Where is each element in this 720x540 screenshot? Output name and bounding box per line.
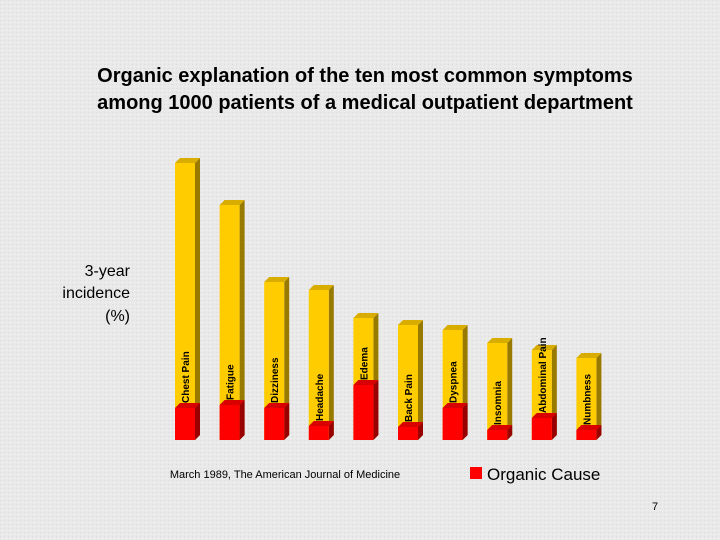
organic-bar — [353, 380, 379, 440]
organic-bar-top — [353, 380, 379, 385]
bar-front — [576, 358, 597, 440]
bar-front — [398, 325, 418, 440]
organic-bar — [442, 403, 468, 440]
organic-bar-front — [576, 430, 597, 440]
organic-bar-side — [284, 403, 290, 440]
y-label: 3-year — [85, 263, 131, 280]
bar-front — [219, 205, 240, 440]
organic-bar-front — [531, 418, 552, 440]
bar-top — [398, 320, 423, 325]
bar-front — [308, 290, 329, 440]
bar-side — [507, 338, 513, 440]
category-label: Insomnia — [493, 381, 504, 425]
category-label: Back Pain — [404, 374, 415, 422]
legend-swatch — [470, 467, 482, 479]
y-label: (%) — [105, 308, 130, 325]
bar-side — [239, 200, 245, 440]
bar-top — [264, 277, 290, 282]
bar-top — [308, 285, 334, 290]
bar-side — [418, 320, 423, 440]
page-number: 7 — [652, 501, 658, 513]
title-line: Organic explanation of the ten most comm… — [97, 65, 633, 87]
organic-bar-top — [219, 400, 245, 405]
organic-bar-side — [373, 380, 379, 440]
organic-bar — [531, 413, 557, 440]
bar-front — [264, 282, 285, 440]
bar-front — [487, 343, 508, 440]
bar-top — [175, 158, 200, 163]
organic-bar — [219, 400, 245, 440]
bar-top — [531, 345, 557, 350]
organic-bar-front — [219, 405, 240, 440]
category-label: Edema — [359, 347, 370, 380]
organic-bar-top — [175, 403, 200, 408]
organic-bar — [175, 403, 200, 440]
organic-bar-top — [531, 413, 557, 418]
organic-bar-top — [487, 425, 513, 430]
organic-bar-top — [308, 421, 334, 426]
bar-top — [353, 313, 379, 318]
bar — [175, 158, 200, 440]
title-line: among 1000 patients of a medical outpati… — [97, 92, 633, 114]
category-label: Fatigue — [226, 364, 237, 400]
bar-front — [175, 163, 195, 440]
organic-bar — [264, 403, 290, 440]
bar — [398, 320, 423, 440]
bar — [219, 200, 245, 440]
category-label: Dizziness — [270, 357, 281, 403]
category-label: Chest Pain — [181, 351, 192, 403]
organic-bar-side — [328, 421, 334, 440]
organic-bar-front — [442, 408, 463, 440]
organic-bar-front — [264, 408, 285, 440]
organic-bar-front — [175, 408, 195, 440]
organic-bar — [398, 422, 423, 440]
organic-bar-front — [353, 385, 374, 440]
bar — [487, 338, 513, 440]
organic-bar-side — [195, 403, 200, 440]
bar — [308, 285, 334, 440]
category-label: Abdominal Pain — [538, 337, 549, 413]
organic-bar — [487, 425, 513, 440]
legend-label: Organic Cause — [487, 465, 600, 484]
organic-bar-top — [398, 422, 423, 427]
bar-side — [195, 158, 200, 440]
source-note: March 1989, The American Journal of Medi… — [170, 469, 400, 481]
bar — [576, 353, 602, 440]
bar-top — [487, 338, 513, 343]
bar-side — [284, 277, 290, 440]
legend: Organic Cause — [470, 465, 600, 484]
organic-bar — [576, 425, 602, 440]
bar-side — [596, 353, 602, 440]
bar — [264, 277, 290, 440]
category-label: Dyspnea — [449, 361, 460, 403]
bar-side — [328, 285, 334, 440]
organic-bar-front — [398, 427, 418, 440]
organic-bar-top — [442, 403, 468, 408]
organic-bar-top — [576, 425, 602, 430]
organic-bar-front — [308, 426, 329, 440]
y-label: incidence — [62, 285, 130, 302]
organic-bar-top — [264, 403, 290, 408]
organic-bar-front — [487, 430, 508, 440]
organic-bar — [308, 421, 334, 440]
organic-bar-side — [551, 413, 557, 440]
organic-bar-side — [418, 422, 423, 440]
category-label: Headache — [315, 373, 326, 421]
bar-top — [442, 325, 468, 330]
organic-bar-side — [462, 403, 468, 440]
organic-bar-side — [239, 400, 245, 440]
bar-top — [219, 200, 245, 205]
bar-top — [576, 353, 602, 358]
category-label: Numbness — [582, 373, 593, 425]
